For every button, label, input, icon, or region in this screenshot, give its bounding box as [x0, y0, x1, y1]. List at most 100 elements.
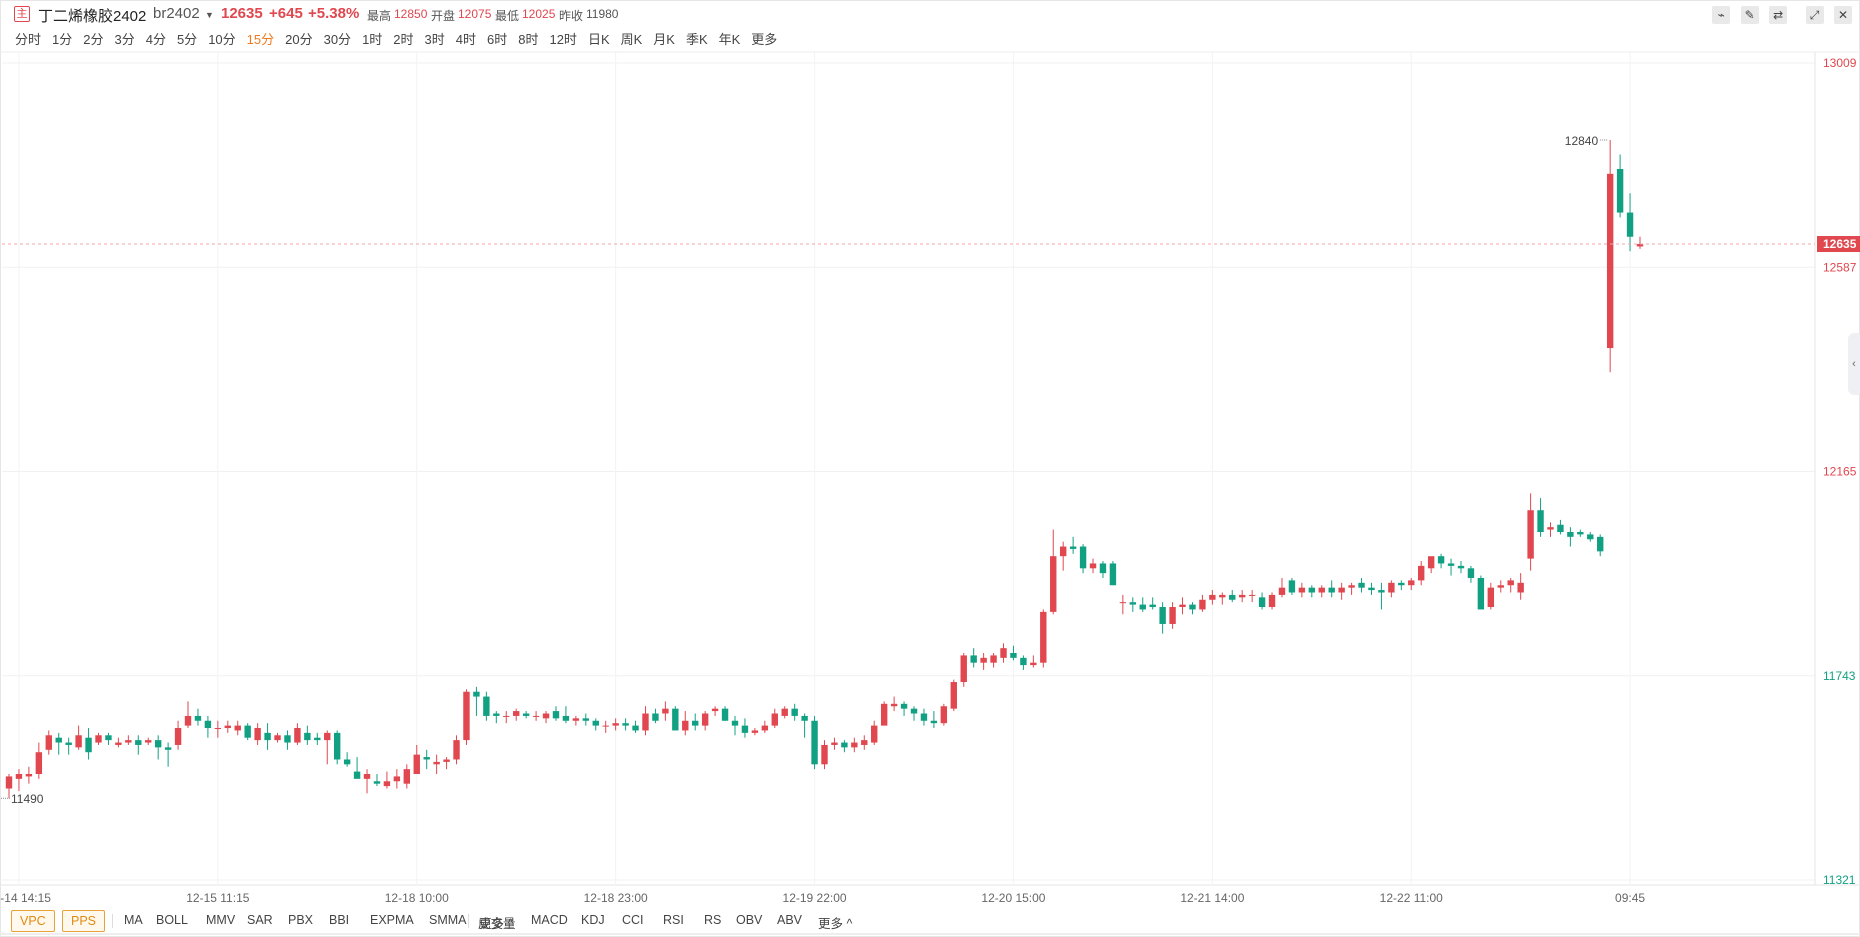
main_indicators-3[interactable]: SAR: [247, 913, 273, 927]
candle-body: [612, 723, 619, 726]
candle-body: [1587, 534, 1594, 540]
candle-body: [324, 732, 331, 741]
contract-code[interactable]: br2402: [153, 5, 200, 22]
candle-body: [731, 720, 739, 726]
sub_indicators-6[interactable]: OBV: [736, 913, 763, 927]
sub_indicators-1[interactable]: MACD: [531, 913, 568, 927]
period-6[interactable]: 10分: [208, 32, 236, 47]
main_indicators-1[interactable]: BOLL: [156, 913, 188, 927]
sub_indicators-2[interactable]: KDJ: [581, 913, 605, 927]
sub_indicators-8[interactable]: 更多 ^: [818, 917, 853, 931]
price-change-pct: +5.38%: [308, 5, 360, 22]
candle-body: [781, 708, 788, 716]
candle-body: [1129, 602, 1136, 605]
candlestick-series: [5, 139, 1644, 799]
main_indicators-2[interactable]: MMV: [206, 913, 236, 927]
candle-body: [1626, 212, 1634, 237]
line-chart-icon[interactable]: ⌁: [1712, 6, 1731, 24]
sub_indicators-7[interactable]: ABV: [777, 913, 803, 927]
candle-body: [135, 740, 142, 745]
candle-body: [930, 720, 938, 724]
expand-icon[interactable]: ⤢: [1805, 6, 1824, 24]
candle-body: [542, 713, 550, 719]
candle-body: [65, 742, 72, 745]
candle-body: [35, 752, 43, 775]
candle-body: [970, 655, 977, 663]
chevron-left-icon[interactable]: ‹: [1852, 358, 1856, 370]
pps-button[interactable]: PPS: [62, 910, 106, 932]
candle-body: [154, 740, 162, 748]
candle-body: [5, 776, 13, 789]
candle-body: [1189, 604, 1196, 610]
candle-body: [443, 759, 450, 762]
period-0[interactable]: 分时: [15, 32, 42, 47]
draw-pen-icon[interactable]: ✎: [1740, 6, 1759, 24]
candle-body: [1308, 587, 1316, 593]
main_indicators-7[interactable]: SMMA: [429, 913, 467, 927]
period-4[interactable]: 4分: [145, 32, 166, 47]
period-11[interactable]: 2时: [393, 32, 414, 47]
candle-body: [1537, 510, 1544, 533]
main_indicators-5[interactable]: BBI: [329, 913, 350, 927]
collapse-panel-tab[interactable]: ‹: [1848, 333, 1860, 395]
period-17[interactable]: 日K: [587, 32, 610, 47]
period-19[interactable]: 月K: [653, 32, 675, 47]
candle-body: [1378, 590, 1385, 593]
candle-body: [1268, 594, 1276, 608]
candle-body: [214, 728, 222, 730]
candle-body: [204, 720, 212, 729]
indicator-bar: VPC PPS MA BOLL MMV SAR PBX BBI EXPMA SMMA 更多 ^ …: [0, 908, 1860, 934]
close-icon[interactable]: ✕: [1834, 6, 1852, 24]
candle-body: [483, 696, 490, 716]
candle-body: [1437, 556, 1445, 564]
main_indicators-6[interactable]: EXPMA: [370, 913, 414, 927]
y-tick-label: 11743: [1823, 669, 1856, 683]
sub_indicators-4[interactable]: RSI: [663, 913, 684, 927]
candle-body: [423, 757, 430, 760]
period-22[interactable]: 更多: [751, 32, 778, 47]
main_indicators-8[interactable]: 更多 ^: [479, 917, 514, 931]
compare-icon[interactable]: ⇄: [1769, 6, 1788, 24]
period-9[interactable]: 30分: [323, 32, 352, 47]
period-13[interactable]: 4时: [455, 32, 476, 47]
candle-body: [115, 742, 122, 745]
vpc-button[interactable]: VPC: [11, 910, 55, 932]
candle-body: [25, 774, 33, 777]
high-label: 最高: [367, 9, 392, 23]
period-3[interactable]: 3分: [114, 32, 135, 47]
main_indicators-4[interactable]: PBX: [288, 913, 314, 927]
period-7[interactable]: 15分: [246, 32, 275, 47]
period-8[interactable]: 20分: [285, 32, 313, 47]
period-10[interactable]: 1时: [362, 32, 383, 47]
candle-body: [95, 735, 102, 743]
sub_indicators-5[interactable]: RS: [704, 913, 722, 927]
low-value: 12025: [522, 7, 556, 21]
candle-body: [900, 703, 908, 709]
period-20[interactable]: 季K: [685, 32, 708, 47]
main_indicators-0[interactable]: MA: [124, 913, 143, 927]
period-5[interactable]: 5分: [176, 32, 198, 47]
candle-body: [1398, 582, 1405, 586]
candle-body: [194, 715, 202, 721]
period-21[interactable]: 年K: [718, 32, 741, 47]
candle-body: [761, 725, 769, 731]
candle-body: [1427, 556, 1435, 569]
sub_indicators-3[interactable]: CCI: [622, 913, 644, 927]
candle-body: [45, 735, 52, 750]
chevron-down-icon[interactable]: ▼: [205, 10, 214, 20]
sub_indicators-0[interactable]: 成交量: [478, 917, 516, 931]
candle-body: [1119, 602, 1127, 604]
candle-body: [1159, 607, 1166, 624]
period-14[interactable]: 6时: [487, 32, 508, 47]
period-18[interactable]: 周K: [620, 32, 643, 47]
candle-body: [1348, 585, 1355, 588]
candle-body: [871, 725, 878, 743]
period-1[interactable]: 1分: [52, 32, 73, 47]
candle-body: [284, 735, 291, 743]
period-16[interactable]: 12时: [549, 32, 577, 47]
candle-body: [522, 713, 530, 716]
period-2[interactable]: 2分: [83, 32, 104, 47]
period-12[interactable]: 3时: [424, 32, 445, 47]
period-15[interactable]: 8时: [518, 32, 539, 47]
